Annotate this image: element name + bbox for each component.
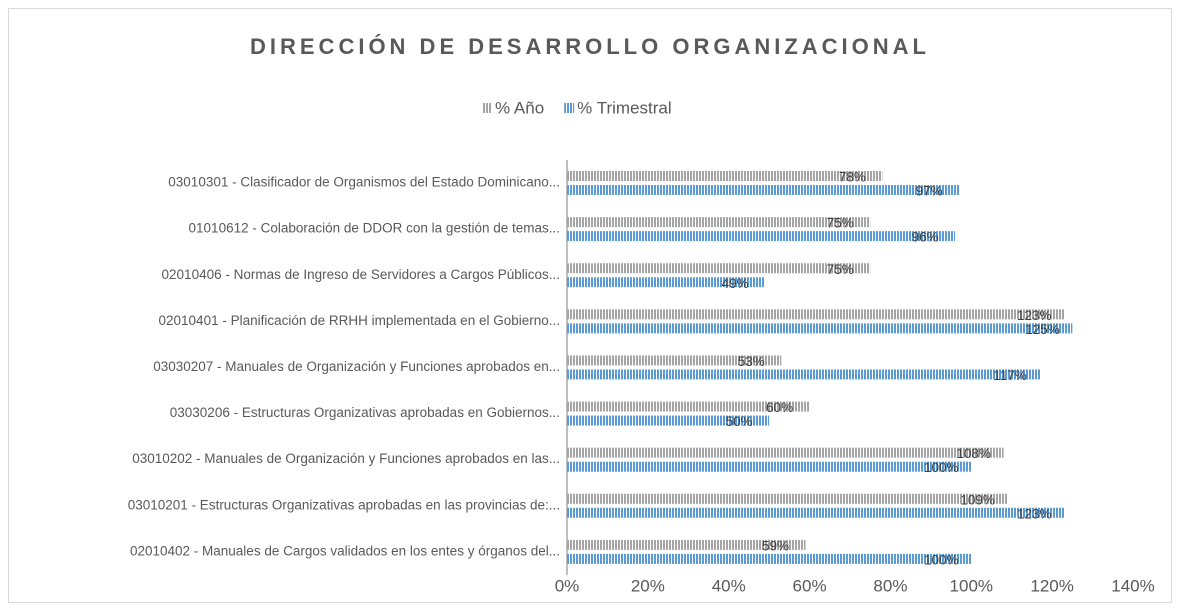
x-tick-label: 120%: [1030, 576, 1073, 595]
data-label: 49%: [722, 276, 749, 291]
bar: [567, 539, 806, 550]
data-label: 60%: [766, 400, 793, 415]
data-label: 100%: [924, 460, 959, 475]
bar: [567, 369, 1041, 380]
data-label: 53%: [738, 354, 765, 369]
y-tick-label: 02010402 - Manuales de Cargos validados …: [130, 543, 560, 558]
bar: [567, 553, 972, 564]
data-label: 123%: [1017, 308, 1052, 323]
x-tick-label: 140%: [1111, 576, 1154, 595]
data-label: 50%: [726, 414, 753, 429]
data-label: 109%: [960, 492, 995, 507]
data-label: 96%: [912, 230, 939, 245]
y-tick-label: 03030206 - Estructuras Organizativas apr…: [170, 405, 560, 420]
bar: [567, 323, 1073, 334]
legend-swatch: [564, 103, 575, 113]
bar: [567, 493, 1008, 504]
data-label: 75%: [827, 216, 854, 231]
legend-label: % Trimestral: [577, 98, 671, 117]
bar: [567, 447, 1004, 458]
bar: [567, 171, 883, 181]
data-label: 125%: [1025, 322, 1060, 337]
y-tick-label: 01010612 - Colaboración de DDOR con la g…: [189, 221, 560, 236]
data-label: 123%: [1017, 506, 1052, 521]
x-tick-label: 100%: [950, 576, 993, 595]
y-tick-label: 03030207 - Manuales de Organización y Fu…: [153, 359, 560, 374]
y-tick-label: 03010201 - Estructuras Organizativas apr…: [128, 497, 560, 512]
data-label: 59%: [762, 538, 789, 553]
y-tick-label: 03010301 - Clasificador de Organismos de…: [168, 175, 560, 190]
data-label: 108%: [956, 446, 991, 461]
x-tick-label: 80%: [873, 576, 907, 595]
y-tick-label: 03010202 - Manuales de Organización y Fu…: [132, 451, 560, 466]
legend-label: % Año: [495, 98, 544, 117]
bar: [567, 401, 810, 412]
bar: [567, 217, 871, 228]
bar: [567, 309, 1065, 320]
data-label: 117%: [993, 368, 1027, 383]
data-label: 78%: [839, 170, 866, 185]
bar: [567, 231, 956, 242]
legend-swatch: [482, 103, 492, 113]
x-tick-label: 20%: [631, 576, 665, 595]
bar: [567, 461, 972, 472]
bar: [567, 185, 960, 195]
bar: [567, 277, 766, 288]
y-tick-label: 02010406 - Normas de Ingreso de Servidor…: [162, 267, 560, 282]
x-tick-label: 40%: [712, 576, 746, 595]
bar: [567, 355, 782, 366]
chart-title: DIRECCIÓN DE DESARROLLO ORGANIZACIONAL: [250, 34, 930, 59]
bar: [567, 507, 1065, 518]
bar: [567, 415, 770, 426]
x-tick-label: 0%: [555, 576, 580, 595]
data-label: 75%: [827, 262, 854, 277]
x-tick-label: 60%: [793, 576, 827, 595]
bar: [567, 263, 871, 274]
data-label: 97%: [916, 184, 943, 199]
y-tick-label: 02010401 - Planificación de RRHH impleme…: [159, 313, 560, 328]
data-label: 100%: [924, 552, 959, 567]
